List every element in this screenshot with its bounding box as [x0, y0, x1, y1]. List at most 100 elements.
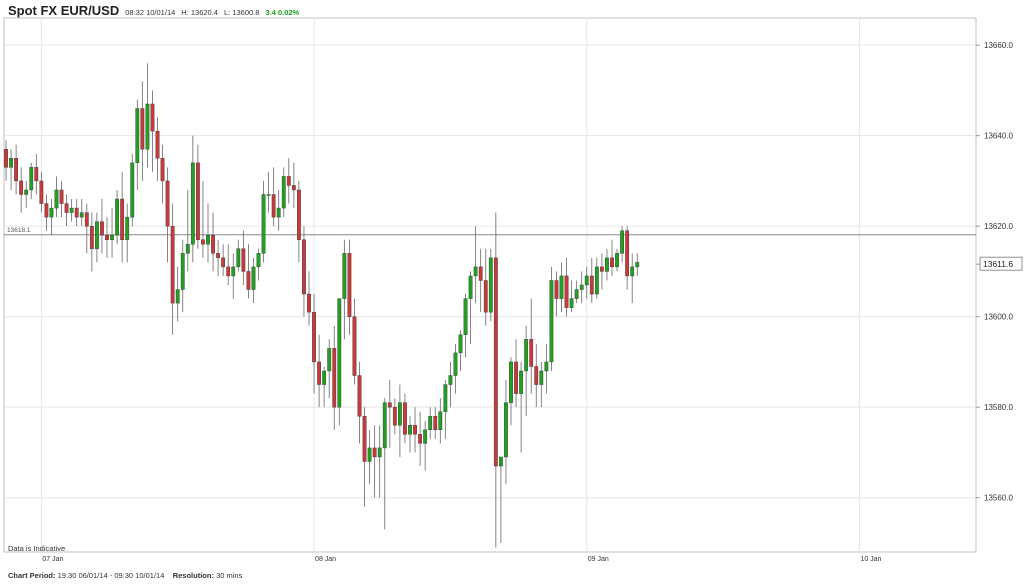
candle-body [261, 194, 266, 254]
candle-body [499, 456, 503, 467]
indicative-note: Data is Indicative [8, 544, 66, 553]
candle-body [180, 253, 185, 290]
candle-body [322, 370, 327, 385]
candle-body [433, 416, 438, 431]
period-label: Chart Period: [8, 571, 56, 580]
candle-body [241, 248, 246, 272]
quote-datetime: 08:32 10/01/14 [125, 8, 176, 17]
candle-body [357, 375, 362, 417]
low-value: L: 13600.8 [223, 8, 260, 17]
candle-body [610, 257, 614, 268]
candle-body [382, 402, 387, 449]
candle-body [549, 280, 554, 363]
candle-body [140, 108, 145, 150]
last-price-box [979, 256, 1023, 271]
x-tick-label: 09 Jan [588, 556, 609, 563]
candle-body [478, 266, 483, 281]
candle-body [44, 203, 49, 218]
candle-body [155, 130, 160, 159]
candle-body [413, 425, 417, 435]
candle-body [524, 339, 529, 372]
candle-body [392, 406, 397, 426]
candle-body [165, 180, 170, 227]
candle-body [509, 361, 513, 403]
candle-body [387, 402, 392, 408]
candle-body [362, 416, 367, 462]
candle-body [559, 275, 564, 299]
candle-body [281, 176, 286, 209]
candle-body [327, 348, 332, 372]
candle-body [195, 162, 200, 240]
x-tick-label: 08 Jan [315, 556, 336, 563]
candle-body [291, 185, 296, 191]
candle-body [554, 280, 559, 299]
candle-body [115, 198, 120, 236]
candle-body [226, 266, 231, 277]
candle-body [408, 425, 412, 435]
candle-body [448, 375, 453, 385]
candle-body [276, 207, 281, 218]
candle-body [236, 248, 241, 268]
candle-body [519, 370, 524, 394]
candle-body [307, 293, 311, 313]
candle-body [352, 316, 357, 376]
candle-body [24, 189, 29, 195]
candle-body [271, 194, 276, 218]
candle-body [266, 194, 271, 196]
candle-body [584, 275, 589, 286]
candle-body [483, 280, 488, 313]
candle-body [539, 370, 544, 385]
resolution-value: 30 mins [216, 571, 243, 580]
candle-body [190, 162, 195, 245]
x-tick-label: 10 Jan [860, 556, 881, 563]
candle-body [615, 253, 619, 268]
candle-body [544, 361, 549, 372]
high-value: H: 13620.4 [181, 8, 218, 17]
candle-body [216, 253, 220, 259]
candle-body [347, 253, 352, 317]
candle-body [458, 334, 463, 354]
candle-body [251, 266, 256, 290]
candle-body [145, 103, 150, 150]
y-tick-label: 13620.0 [984, 222, 1013, 231]
candle-body [600, 266, 604, 272]
candle-body [579, 284, 584, 290]
candle-body [286, 176, 291, 186]
x-tick-label: 07 Jan [42, 556, 63, 563]
candle-body [211, 235, 215, 254]
candle-body [625, 230, 630, 277]
candle-body [34, 167, 39, 182]
candle-body [79, 212, 84, 218]
candle-body [130, 162, 135, 218]
candle-body [29, 167, 34, 191]
candle-body [468, 275, 473, 299]
candle-body [120, 198, 125, 240]
candle-body [206, 235, 210, 245]
candle-body [630, 266, 635, 277]
candle-body [367, 447, 372, 462]
candle-body [185, 244, 190, 254]
candle-body [160, 158, 165, 182]
chart-footer: Chart Period: 19:30 06/01/14 - 09:30 10/… [8, 571, 242, 580]
y-tick-label: 13600.0 [984, 313, 1013, 322]
reference-line-label: 13618.1 [7, 227, 31, 234]
candle-body [428, 416, 433, 431]
candle-body [398, 402, 402, 426]
candle-body [312, 311, 316, 363]
candle-body [473, 266, 478, 277]
candle-body [231, 266, 236, 277]
candle-body [69, 207, 74, 213]
candle-body [94, 221, 99, 249]
y-tick-label: 13580.0 [984, 403, 1013, 412]
candle-body [514, 361, 518, 394]
candle-body [302, 239, 306, 295]
candle-body [64, 203, 69, 213]
y-tick-label: 13660.0 [984, 41, 1013, 50]
candle-body [342, 253, 347, 299]
candle-body [534, 366, 539, 385]
candle-body [246, 271, 251, 290]
chart-header: Spot FX EUR/USD 08:32 10/01/14 H: 13620.… [8, 3, 299, 19]
candle-body [377, 447, 382, 458]
candle-body [49, 207, 54, 218]
